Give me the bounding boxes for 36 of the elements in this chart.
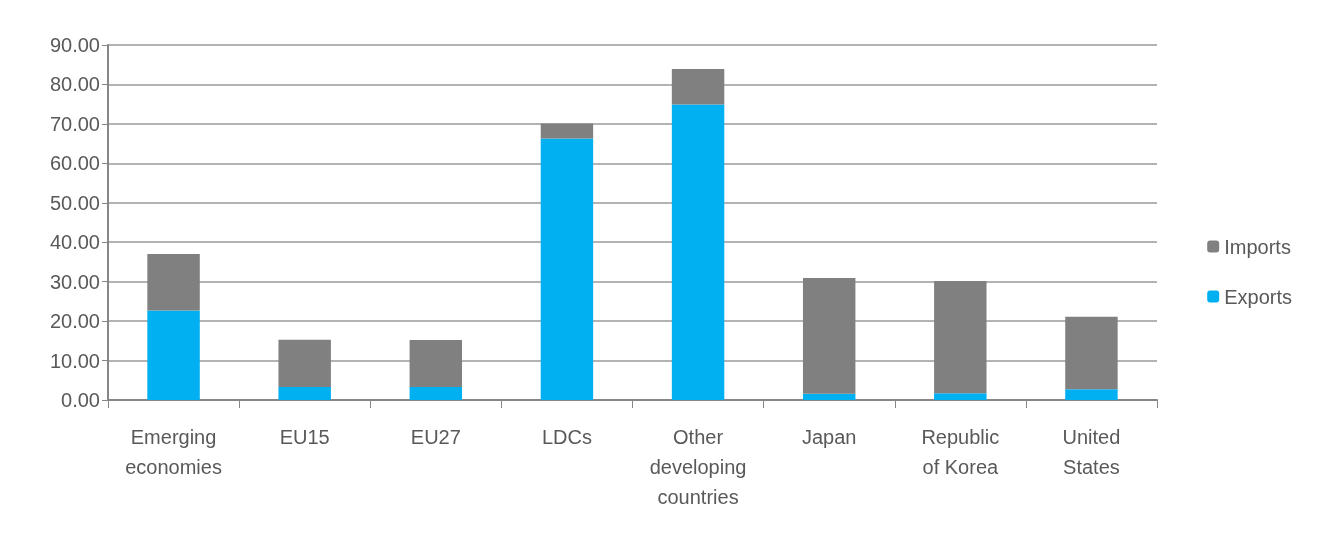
bar xyxy=(147,310,200,400)
bar xyxy=(671,104,725,400)
bar xyxy=(1065,389,1118,400)
y-tick-label: 60.00 xyxy=(49,152,100,175)
x-tick-label: Emerging economies xyxy=(125,426,222,478)
y-tick-label: 50.00 xyxy=(49,191,100,214)
y-tick-label: 80.00 xyxy=(49,73,100,96)
x-tick-label: EU15 xyxy=(279,426,330,448)
bar xyxy=(540,123,594,139)
y-tick-label: 10.00 xyxy=(49,349,100,372)
bar xyxy=(934,393,987,400)
y-tick-label: 30.00 xyxy=(49,270,100,293)
bar xyxy=(802,393,856,400)
y-tick-label: 70.00 xyxy=(49,112,100,135)
x-tick-label: United States xyxy=(1062,426,1121,478)
y-tick-label: 20.00 xyxy=(49,310,100,333)
bar xyxy=(278,339,331,387)
bar xyxy=(1065,316,1118,390)
bar xyxy=(278,386,331,400)
y-tick-label: 40.00 xyxy=(49,231,100,254)
y-tick-label: 90.00 xyxy=(49,34,100,56)
legend-label: Exports xyxy=(1224,285,1293,308)
bar xyxy=(802,278,856,394)
bar xyxy=(147,254,200,311)
bar xyxy=(671,69,725,105)
legend-label: Imports xyxy=(1224,235,1291,258)
bar xyxy=(540,138,594,400)
y-tick-label: 0.00 xyxy=(61,389,100,411)
bar xyxy=(409,340,463,387)
x-tick-label: LDCs xyxy=(541,426,592,448)
x-tick-label: Other developing countries xyxy=(649,426,747,508)
bar xyxy=(934,280,987,394)
bar xyxy=(409,386,463,400)
x-tick-label: Republic of Korea xyxy=(921,426,1000,478)
x-tick-label: Japan xyxy=(801,426,857,448)
x-tick-label: EU27 xyxy=(410,426,461,448)
